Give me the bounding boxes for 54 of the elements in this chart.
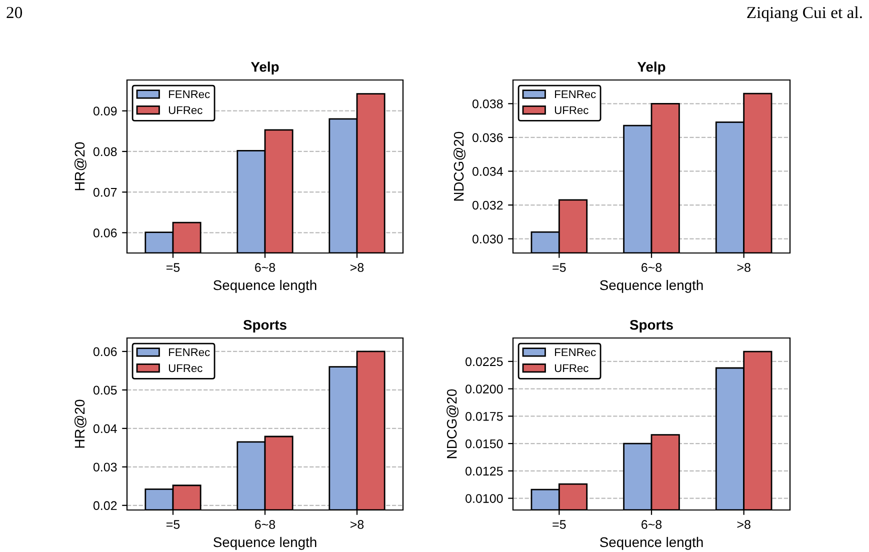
y-tick-label: 0.0225: [466, 357, 503, 366]
x-tick-label: >8: [350, 520, 364, 529]
y-tick-label: 0.0175: [466, 412, 503, 421]
y-tick-label: 0.038: [472, 99, 503, 108]
y-tick-label: 0.06: [93, 347, 117, 356]
legend-label: UFRec: [168, 364, 202, 372]
y-tick-label: 0.06: [93, 228, 117, 238]
x-axis-title: Sequence length: [214, 536, 316, 550]
y-tick-label: 0.03: [93, 462, 117, 472]
y-tick-label: 0.09: [93, 106, 117, 116]
legend-label: UFRec: [554, 364, 588, 372]
y-tick-label: 0.08: [93, 147, 117, 156]
legend-label: FENRec: [555, 90, 596, 98]
chart-title: Sports: [630, 320, 673, 333]
x-tick-label: 6~8: [642, 263, 662, 272]
y-axis-title: HR@20: [74, 142, 86, 190]
y-tick-label: 0.034: [472, 167, 503, 176]
x-tick-label: 6~8: [255, 520, 276, 529]
chart-title: Yelp: [637, 62, 666, 75]
x-tick-label: >8: [737, 520, 750, 529]
x-axis-title: Sequence length: [600, 536, 703, 550]
y-tick-label: 0.04: [93, 424, 117, 434]
y-axis-title: NDCG@20: [446, 389, 459, 458]
legend-label: UFRec: [554, 106, 588, 114]
text: Ziqiang Cui et al.: [747, 6, 862, 22]
y-tick-label: 0.05: [93, 386, 117, 395]
x-axis-title: Sequence length: [600, 280, 703, 293]
y-tick-label: 0.036: [472, 133, 503, 142]
legend-label: FENRec: [555, 348, 596, 356]
x-tick-label: >8: [737, 263, 750, 272]
y-axis-title: HR@20: [74, 400, 86, 448]
x-tick-label: 6~8: [642, 520, 662, 529]
y-tick-label: 0.0100: [466, 494, 503, 503]
x-tick-label: >8: [350, 263, 364, 272]
x-tick-label: =5: [552, 263, 566, 272]
x-tick-label: =5: [166, 520, 180, 529]
legend-label: FENRec: [169, 348, 210, 356]
legend-label: FENRec: [169, 90, 210, 98]
y-tick-label: 0.07: [93, 188, 117, 197]
y-tick-label: 0.032: [472, 200, 503, 210]
x-tick-label: =5: [166, 263, 180, 272]
chart-title: Yelp: [250, 62, 279, 75]
text: 20: [6, 6, 22, 18]
chart-title: Sports: [243, 320, 286, 333]
y-tick-label: 0.0150: [466, 439, 503, 448]
y-tick-label: 0.0125: [466, 466, 503, 476]
y-axis-title: NDCG@20: [454, 132, 466, 201]
y-tick-label: 0.0200: [466, 384, 503, 394]
x-tick-label: 6~8: [255, 263, 276, 272]
x-tick-label: =5: [552, 520, 566, 529]
x-axis-title: Sequence length: [214, 280, 316, 293]
legend-label: UFRec: [168, 106, 202, 114]
y-tick-label: 0.030: [472, 234, 503, 244]
y-tick-label: 0.02: [93, 501, 117, 510]
